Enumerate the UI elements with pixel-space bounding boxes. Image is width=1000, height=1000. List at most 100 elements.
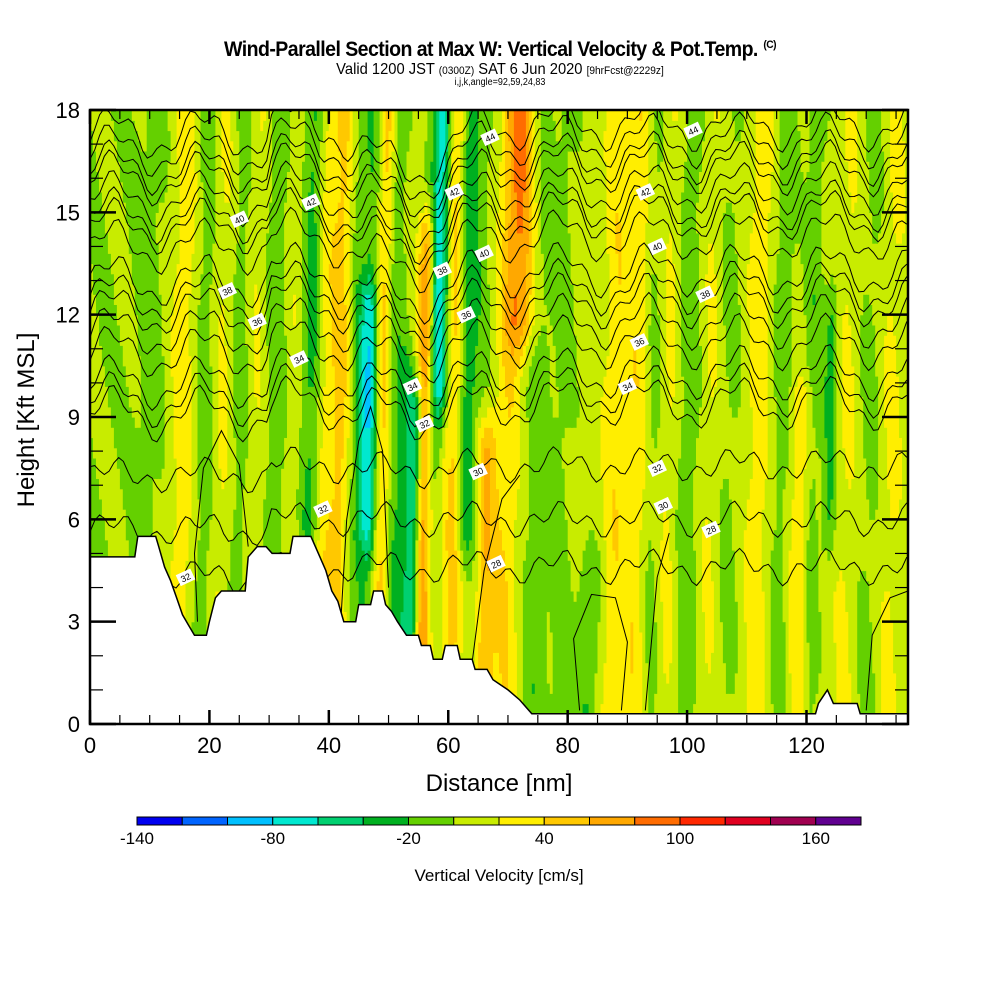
velocity-cell xyxy=(731,110,736,121)
theta-contour xyxy=(90,360,908,429)
velocity-cell xyxy=(815,519,820,694)
contour-label-bg xyxy=(653,496,673,515)
velocity-cell xyxy=(245,345,249,459)
velocity-cell xyxy=(528,294,533,336)
velocity-cell xyxy=(833,642,837,724)
velocity-cell xyxy=(370,284,375,306)
velocity-cell xyxy=(415,396,419,479)
velocity-cell xyxy=(334,222,339,674)
velocity-cell xyxy=(896,110,900,244)
velocity-cell xyxy=(170,110,175,316)
velocity-cell xyxy=(496,212,500,357)
velocity-cell xyxy=(806,365,811,541)
velocity-cell xyxy=(597,621,602,724)
y-tick-label: 0 xyxy=(68,712,80,737)
velocity-cell xyxy=(737,140,742,305)
velocity-cell xyxy=(845,110,849,162)
velocity-cell xyxy=(812,427,817,479)
velocity-cell xyxy=(319,110,324,142)
velocity-cell xyxy=(508,417,512,724)
velocity-cell xyxy=(119,181,124,346)
velocity-cell xyxy=(388,243,393,500)
velocity-cell xyxy=(137,355,142,428)
contour-label-bg xyxy=(647,237,667,256)
velocity-cell xyxy=(113,304,118,449)
velocity-cell xyxy=(567,150,572,234)
velocity-cell xyxy=(773,110,778,285)
velocity-cell xyxy=(770,171,775,551)
colorbar-swatch xyxy=(453,816,500,826)
velocity-cell xyxy=(376,519,381,582)
velocity-cell xyxy=(307,110,312,193)
velocity-cell xyxy=(304,110,309,469)
velocity-cell xyxy=(749,406,754,479)
velocity-cell xyxy=(188,110,193,295)
contour-label-bg xyxy=(486,554,506,573)
velocity-cell xyxy=(564,519,569,715)
velocity-cell xyxy=(119,345,124,490)
velocity-cell xyxy=(490,140,494,408)
velocity-cell xyxy=(433,181,437,193)
velocity-cell xyxy=(669,560,673,664)
velocity-cell xyxy=(367,345,372,428)
velocity-cell xyxy=(513,110,518,193)
velocity-cell xyxy=(233,437,237,510)
velocity-cell xyxy=(110,273,115,428)
velocity-cell xyxy=(731,417,736,551)
velocity-cell xyxy=(579,110,584,142)
velocity-cell xyxy=(785,110,790,469)
velocity-cell xyxy=(818,457,822,612)
velocity-cell xyxy=(600,478,605,705)
velocity-cell xyxy=(424,110,428,142)
velocity-cell xyxy=(403,253,408,346)
theta-contour xyxy=(471,474,521,663)
velocity-cell xyxy=(128,253,133,408)
velocity-cell xyxy=(128,110,133,254)
colorbar-swatch xyxy=(227,816,274,826)
velocity-cell xyxy=(803,386,808,469)
velocity-cell xyxy=(418,478,422,541)
velocity-cell xyxy=(866,110,870,162)
velocity-cell xyxy=(722,662,727,724)
velocity-cell xyxy=(696,110,700,203)
velocity-cell xyxy=(525,386,530,418)
theta-contour xyxy=(90,110,905,186)
velocity-cell xyxy=(645,222,649,572)
contour-label-bg xyxy=(247,312,267,331)
contour-label-bg xyxy=(468,462,488,481)
velocity-cell xyxy=(460,386,464,551)
velocity-cell xyxy=(116,468,121,633)
velocity-cell xyxy=(684,161,688,724)
velocity-cell xyxy=(534,110,539,203)
velocity-cell xyxy=(257,294,261,408)
velocity-cell xyxy=(143,110,148,152)
contour-label-bg xyxy=(617,377,638,396)
contour-label: 32 xyxy=(175,568,196,587)
velocity-cell xyxy=(427,212,431,234)
velocity-cell xyxy=(284,335,288,438)
velocity-cell xyxy=(516,345,521,367)
velocity-cell xyxy=(830,110,834,275)
velocity-cell xyxy=(570,284,575,428)
velocity-cell xyxy=(597,550,602,623)
velocity-cell xyxy=(388,110,393,132)
velocity-cell xyxy=(630,110,634,623)
velocity-cell xyxy=(107,110,112,254)
velocity-cell xyxy=(436,110,440,183)
theta-contour-30 xyxy=(90,500,908,547)
velocity-cell xyxy=(119,110,124,183)
velocity-cell xyxy=(654,140,658,275)
velocity-cell xyxy=(364,294,369,367)
velocity-cell xyxy=(603,662,608,724)
contour-label-bg xyxy=(629,333,650,351)
velocity-cell xyxy=(627,110,631,724)
contour-label: 40 xyxy=(647,237,667,256)
velocity-cell xyxy=(576,417,581,592)
velocity-cell xyxy=(845,304,849,479)
velocity-cell xyxy=(615,110,619,213)
theta-contour xyxy=(90,291,908,368)
velocity-cell xyxy=(346,437,351,684)
velocity-cell xyxy=(746,110,751,265)
velocity-cell xyxy=(794,386,799,724)
contour-label-bg xyxy=(229,210,250,229)
